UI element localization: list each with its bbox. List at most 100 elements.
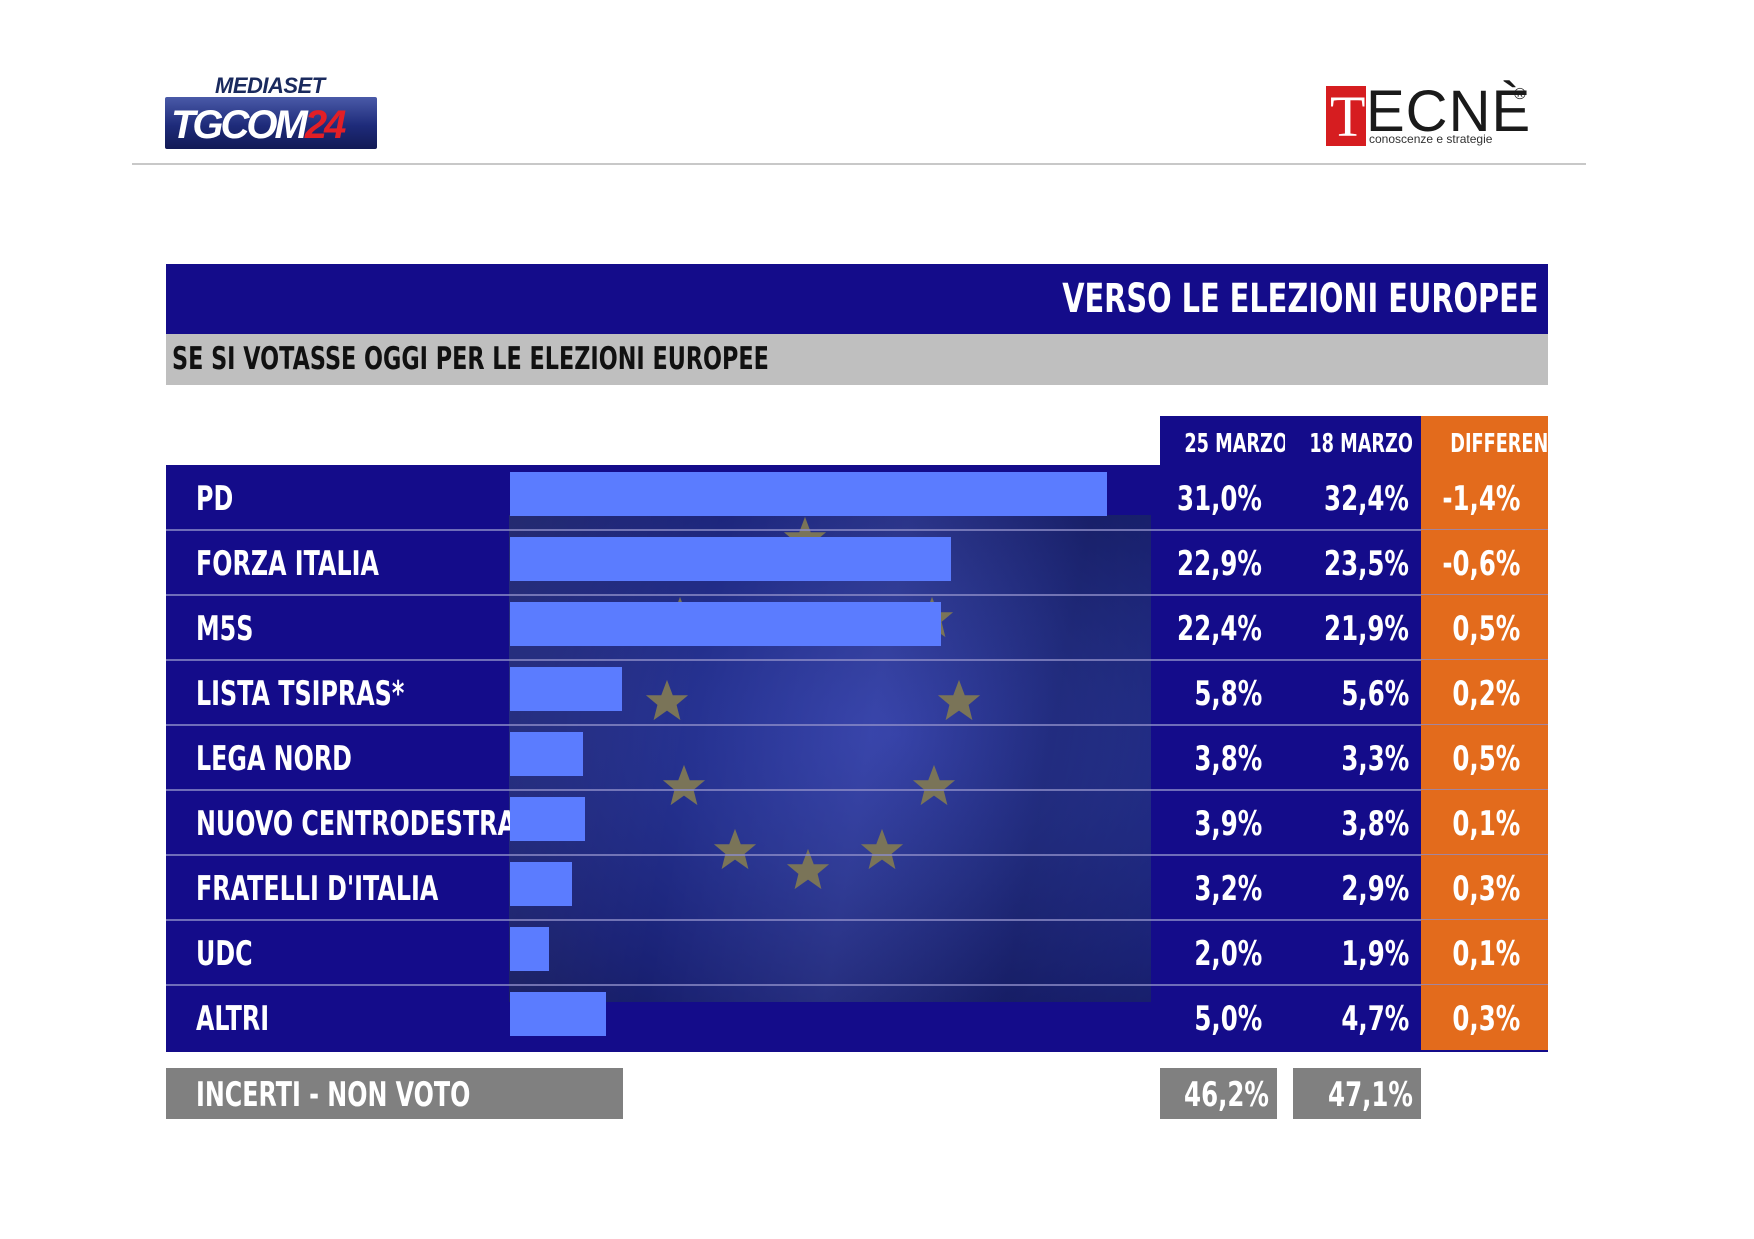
value-18-marzo: 5,6%: [1341, 674, 1409, 714]
table-row: LEGA NORD 3,8% 3,3% 0,5%: [166, 725, 1548, 790]
table-row: M5S 22,4% 21,9% 0,5%: [166, 595, 1548, 660]
difference-cell: 0,5%: [1421, 595, 1548, 660]
undecided-18-text: 47,1%: [1328, 1075, 1413, 1115]
difference-cell: -1,4%: [1421, 465, 1548, 530]
chart-subtitle: SE SI VOTASSE OGGI PER LE ELEZIONI EUROP…: [172, 341, 769, 377]
difference-cell: 0,5%: [1421, 725, 1548, 790]
party-label: ALTRI: [196, 999, 270, 1039]
value-18-marzo: 2,9%: [1341, 869, 1409, 909]
row-divider: [166, 529, 1548, 531]
bar: [510, 927, 549, 971]
column-header-25-marzo: 25 MARZO: [1160, 416, 1288, 465]
value-25-marzo: 5,0%: [1194, 999, 1262, 1039]
star-icon: [645, 679, 689, 721]
tecne-red-block: T: [1326, 86, 1366, 146]
value-25-marzo: 5,8%: [1194, 674, 1262, 714]
value-25-marzo: 3,9%: [1194, 804, 1262, 844]
undecided-label: INCERTI - NON VOTO: [196, 1075, 471, 1115]
value-differenza: -1,4%: [1441, 479, 1520, 519]
results-table: PD 31,0% 32,4% -1,4% FORZA ITALIA 22,9% 23,5% -…: [166, 465, 1548, 1052]
undecided-value-25: 46,2%: [1160, 1068, 1277, 1119]
value-18-marzo: 4,7%: [1341, 999, 1409, 1039]
value-18-marzo: 23,5%: [1324, 544, 1409, 584]
bar: [510, 667, 622, 711]
tecne-logo: T ECNÈ ® conoscenze e strategie: [1326, 82, 1530, 152]
bar: [510, 797, 585, 841]
value-differenza: 0,5%: [1452, 609, 1520, 649]
table-row: ALTRI 5,0% 4,7% 0,3%: [166, 985, 1548, 1050]
value-25-marzo: 3,2%: [1194, 869, 1262, 909]
star-icon: [937, 679, 981, 721]
row-divider: [166, 854, 1548, 856]
star-icon: [860, 828, 904, 870]
registered-mark: ®: [1514, 86, 1526, 103]
bar: [510, 992, 606, 1036]
value-differenza: 0,1%: [1452, 804, 1520, 844]
column-header-18-marzo: 18 MARZO: [1285, 416, 1421, 465]
value-18-marzo: 21,9%: [1324, 609, 1409, 649]
star-icon: [786, 848, 830, 890]
bar: [510, 862, 572, 906]
value-25-marzo: 31,0%: [1177, 479, 1262, 519]
value-25-marzo: 22,4%: [1177, 609, 1262, 649]
column-header-25-label: 25 MARZO: [1184, 429, 1288, 459]
value-25-marzo: 3,8%: [1194, 739, 1262, 779]
difference-cell: 0,3%: [1421, 985, 1548, 1050]
party-label: LISTA TSIPRAS*: [196, 674, 405, 714]
difference-cell: 0,2%: [1421, 660, 1548, 725]
value-differenza: 0,1%: [1452, 934, 1520, 974]
difference-cell: -0,6%: [1421, 530, 1548, 595]
row-divider: [166, 724, 1548, 726]
table-row: PD 31,0% 32,4% -1,4%: [166, 465, 1548, 530]
party-label: PD: [196, 479, 234, 519]
party-label: UDC: [196, 934, 253, 974]
table-row: FRATELLI D'ITALIA 3,2% 2,9% 0,3%: [166, 855, 1548, 920]
mediaset-wordmark: MEDIASET: [215, 73, 325, 98]
title-bar: VERSO LE ELEZIONI EUROPEE: [166, 264, 1548, 334]
value-18-marzo: 32,4%: [1324, 479, 1409, 519]
column-header-diff-label: DIFFERENZA: [1450, 429, 1575, 459]
value-25-marzo: 22,9%: [1177, 544, 1262, 584]
row-divider: [166, 659, 1548, 661]
value-differenza: 0,5%: [1452, 739, 1520, 779]
row-divider: [166, 919, 1548, 921]
party-label: LEGA NORD: [196, 739, 352, 779]
tecne-tagline: conoscenze e strategie: [1369, 132, 1493, 146]
party-label: FORZA ITALIA: [196, 544, 379, 584]
tgcom-wordmark: TGCOM24: [171, 103, 346, 147]
value-18-marzo: 3,3%: [1341, 739, 1409, 779]
party-label: FRATELLI D'ITALIA: [196, 869, 439, 909]
star-icon: [912, 764, 956, 806]
undecided-label-box: INCERTI - NON VOTO: [166, 1068, 623, 1119]
row-divider: [166, 594, 1548, 596]
star-icon: [662, 764, 706, 806]
tecne-wordmark: ECNÈ: [1366, 79, 1532, 144]
undecided-value-18: 47,1%: [1293, 1068, 1421, 1119]
value-differenza: -0,6%: [1441, 544, 1520, 584]
column-header-differenza: DIFFERENZA: [1421, 416, 1575, 465]
table-row: FORZA ITALIA 22,9% 23,5% -0,6%: [166, 530, 1548, 595]
header-divider: [132, 163, 1586, 165]
row-divider: [166, 789, 1548, 791]
tgcom-logo-box: [165, 97, 377, 149]
tecne-initial: T: [1330, 84, 1366, 149]
value-differenza: 0,2%: [1452, 674, 1520, 714]
bar: [510, 732, 583, 776]
subtitle-bar: SE SI VOTASSE OGGI PER LE ELEZIONI EUROP…: [166, 334, 1548, 385]
difference-cell: 0,3%: [1421, 855, 1548, 920]
row-divider: [166, 984, 1548, 986]
mediaset-tgcom24-logo: MEDIASET TGCOM24: [165, 55, 380, 153]
column-header-18-label: 18 MARZO: [1309, 429, 1413, 459]
party-label: M5S: [196, 609, 254, 649]
chart-title: VERSO LE ELEZIONI EUROPEE: [1061, 276, 1538, 322]
value-25-marzo: 2,0%: [1194, 934, 1262, 974]
difference-cell: 0,1%: [1421, 920, 1548, 985]
value-differenza: 0,3%: [1452, 999, 1520, 1039]
table-row: UDC 2,0% 1,9% 0,1%: [166, 920, 1548, 985]
table-row: NUOVO CENTRODESTRA 3,9% 3,8% 0,1%: [166, 790, 1548, 855]
value-differenza: 0,3%: [1452, 869, 1520, 909]
difference-cell: 0,1%: [1421, 790, 1548, 855]
bar: [510, 472, 1107, 516]
value-18-marzo: 1,9%: [1341, 934, 1409, 974]
table-row: LISTA TSIPRAS* 5,8% 5,6% 0,2%: [166, 660, 1548, 725]
